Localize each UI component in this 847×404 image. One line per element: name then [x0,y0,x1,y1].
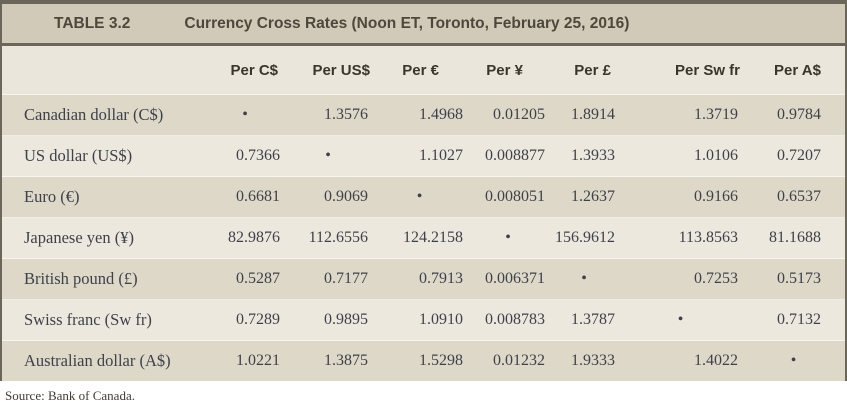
rate-cell: 0.7913 [372,258,467,300]
column-header-per-usd: Per US$ [284,46,372,95]
rate-cell: 0.006371 [467,258,549,300]
rate-cell: 0.7207 [742,135,845,177]
rate-cell: 1.2637 [549,176,619,218]
rate-cell: 82.9876 [206,217,284,259]
self-rate-bullet: • [372,176,467,218]
rate-cell: 113.8563 [619,217,742,259]
row-label: Euro (€) [2,176,206,218]
rate-cell: 1.3787 [549,299,619,341]
table-row: Euro (€) 0.6681 0.9069 • 0.008051 1.2637 0.916… [2,176,845,218]
rate-cell: 81.1688 [742,217,845,259]
currency-cross-rates-table-figure: TABLE 3.2 Currency Cross Rates (Noon ET,… [0,0,847,381]
rate-cell: 0.7253 [619,258,742,300]
rate-cell: 1.4968 [372,94,467,136]
table-row: Japanese yen (¥) 82.9876 112.6556 124.2158 •… [2,217,845,259]
column-header-per-gbp: Per £ [549,46,619,95]
rate-cell: 0.01232 [467,340,549,381]
table-number: TABLE 3.2 [54,14,131,32]
rate-cell: 0.7132 [742,299,845,341]
rate-cell: 0.9784 [742,94,845,136]
row-label: US dollar (US$) [2,135,206,177]
column-header-per-chf: Per Sw fr [619,46,742,95]
table-header: Per C$ Per US$ Per € Per ¥ Per £ Per Sw fr Per… [2,46,845,95]
row-label: Canadian dollar (C$) [2,94,206,136]
self-rate-bullet: • [467,217,549,259]
rate-cell: 1.3719 [619,94,742,136]
table-row: US dollar (US$) 0.7366 • 1.1027 0.008877 1.39… [2,135,845,177]
rate-cell: 0.9895 [284,299,372,341]
row-label: Swiss franc (Sw fr) [2,299,206,341]
rate-cell: 0.9069 [284,176,372,218]
row-label: Japanese yen (¥) [2,217,206,259]
table-row: Swiss franc (Sw fr) 0.7289 0.9895 1.0910 0.0… [2,299,845,341]
table-title: Currency Cross Rates (Noon ET, Toronto, … [184,14,630,32]
rate-cell: 1.3933 [549,135,619,177]
self-rate-bullet: • [619,299,742,341]
rate-cell: 0.7289 [206,299,284,341]
rate-cell: 0.008783 [467,299,549,341]
rate-cell: 0.008051 [467,176,549,218]
rate-cell: 1.5298 [372,340,467,381]
column-header-per-aud: Per A$ [742,46,845,95]
header-row: Per C$ Per US$ Per € Per ¥ Per £ Per Sw fr Per… [2,46,845,95]
rate-cell: 1.0910 [372,299,467,341]
rate-cell: 1.3875 [284,340,372,381]
rate-cell: 112.6556 [284,217,372,259]
rate-cell: 0.01205 [467,94,549,136]
row-label-column-header [2,46,206,95]
self-rate-bullet: • [549,258,619,300]
table-row: British pound (£) 0.5287 0.7177 0.7913 0.006… [2,258,845,300]
table-row: Australian dollar (A$) 1.0221 1.3875 1.5298… [2,340,845,381]
rate-cell: 0.9166 [619,176,742,218]
table-title-bar: TABLE 3.2 Currency Cross Rates (Noon ET,… [2,4,845,46]
column-header-per-cad: Per C$ [206,46,284,95]
rate-cell: 156.9612 [549,217,619,259]
rate-cell: 1.9333 [549,340,619,381]
source-note: Source: Bank of Canada. [5,388,135,403]
rate-cell: 0.5287 [206,258,284,300]
rate-cell: 0.7177 [284,258,372,300]
rate-cell: 0.6537 [742,176,845,218]
self-rate-bullet: • [742,340,845,381]
rate-cell: 124.2158 [372,217,467,259]
self-rate-bullet: • [284,135,372,177]
rate-cell: 0.008877 [467,135,549,177]
rate-cell: 0.6681 [206,176,284,218]
rate-cell: 1.0221 [206,340,284,381]
rate-cell: 1.4022 [619,340,742,381]
self-rate-bullet: • [206,94,284,136]
table-row: Canadian dollar (C$) • 1.3576 1.4968 0.01205… [2,94,845,136]
rate-cell: 1.1027 [372,135,467,177]
rate-cell: 0.5173 [742,258,845,300]
cross-rates-table: Per C$ Per US$ Per € Per ¥ Per £ Per Sw fr Per… [2,46,845,381]
rate-cell: 1.8914 [549,94,619,136]
column-header-per-jpy: Per ¥ [467,46,549,95]
rate-cell: 1.3576 [284,94,372,136]
table-body: Canadian dollar (C$) • 1.3576 1.4968 0.01205… [2,94,845,381]
row-label: Australian dollar (A$) [2,340,206,381]
row-label: British pound (£) [2,258,206,300]
table-frame: TABLE 3.2 Currency Cross Rates (Noon ET,… [0,4,847,381]
column-header-per-eur: Per € [372,46,467,95]
rate-cell: 1.0106 [619,135,742,177]
rate-cell: 0.7366 [206,135,284,177]
